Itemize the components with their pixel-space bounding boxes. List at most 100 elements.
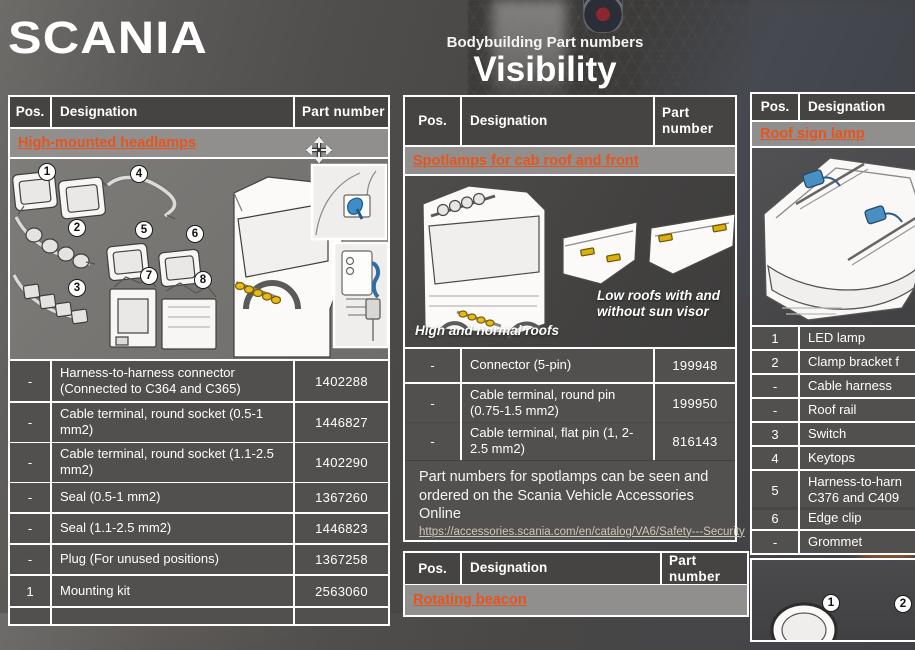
- table-row: - Cable harness: [752, 375, 915, 398]
- pos-cell: -: [10, 361, 50, 401]
- designation-line1: Harness-to-harn: [808, 474, 902, 489]
- part-number-cell: 816143: [655, 422, 735, 461]
- table-row: 1 LED lamp: [752, 327, 915, 350]
- table-header-row: Pos. Designation Part number: [405, 97, 735, 145]
- designation-cell: Cable terminal, round socket (0.5-1 mm2): [52, 403, 293, 442]
- rotating-beacon-table: Pos. Designation Part number Rotating be…: [403, 551, 749, 617]
- headlamps-table: Pos. Designation Part number High-mounte…: [8, 95, 390, 626]
- designation-cell: Switch: [800, 423, 915, 446]
- table-row: - Cable terminal, flat pin (1, 2-2.5 mm2…: [405, 422, 735, 461]
- designation-cell: LED lamp: [800, 327, 915, 350]
- pos-cell: 3: [752, 423, 798, 446]
- section-link-high-mounted-headlamps[interactable]: High-mounted headlamps: [18, 135, 197, 151]
- callout-7: 7: [140, 267, 158, 285]
- col-header-pos: Pos.: [405, 553, 460, 585]
- scania-griffin-badge: [583, 0, 623, 33]
- pos-cell: 6: [752, 507, 798, 530]
- pos-cell: -: [10, 483, 50, 512]
- truck-pillar-highlight: [492, 0, 566, 104]
- section-row: Roof sign lamp: [752, 122, 915, 146]
- pos-cell: -: [405, 384, 460, 423]
- table-row: 1 Mounting kit 2563060: [10, 576, 388, 606]
- part-number-cell: 1367258: [295, 545, 388, 574]
- callout-8: 8: [194, 271, 212, 289]
- callout-1: 1: [38, 163, 56, 181]
- accessories-note: Part numbers for spotlamps can be seen a…: [419, 469, 709, 523]
- col-header-part-number: Part number: [662, 553, 747, 585]
- section-link-spotlamps[interactable]: Spotlamps for cab roof and front: [413, 152, 639, 169]
- table-header-row: Pos. Designation: [752, 94, 915, 120]
- designation-cell: [52, 608, 293, 624]
- callout-4: 4: [130, 165, 148, 183]
- designation-cell: Seal (0.5-1 mm2): [52, 483, 293, 512]
- table-row: - Plug (For unused positions) 1367258: [10, 545, 388, 574]
- col-header-designation: Designation: [462, 553, 660, 585]
- table-row-clipped: [10, 608, 388, 624]
- pos-cell: -: [10, 443, 50, 482]
- pos-cell: -: [10, 545, 50, 574]
- section-link-rotating-beacon[interactable]: Rotating beacon: [413, 592, 527, 608]
- pos-cell: -: [752, 399, 798, 422]
- pos-cell: 5: [752, 471, 798, 510]
- table-row: - Seal (1.1-2.5 mm2) 1446823: [10, 514, 388, 543]
- section-row: Spotlamps for cab roof and front: [405, 147, 735, 174]
- designation-cell: Keytops: [800, 447, 915, 470]
- callout-2: 2: [68, 219, 86, 237]
- part-number-cell: [295, 608, 388, 624]
- col-header-part-number: Part number: [295, 97, 388, 127]
- accessories-link[interactable]: https://accessories.scania.com/en/catalo…: [419, 525, 745, 538]
- designation-cell: Cable terminal, flat pin (1, 2-2.5 mm2): [462, 422, 653, 461]
- designation-cell: Mounting kit: [52, 576, 293, 606]
- section-link-roof-sign-lamp[interactable]: Roof sign lamp: [760, 126, 865, 142]
- table-row: - Cable terminal, round pin (0.75-1.5 mm…: [405, 384, 735, 423]
- table-row: 6 Edge clip: [752, 507, 915, 530]
- table-row: 2 Clamp bracket f: [752, 351, 915, 374]
- designation-cell: Roof rail: [800, 399, 915, 422]
- table-row: - Cable terminal, round socket (1.1-2.5 …: [10, 443, 388, 482]
- designation-cell: Clamp bracket f: [800, 351, 915, 374]
- designation-cell: Cable harness: [800, 375, 915, 398]
- headlamps-line-art: [11, 163, 388, 358]
- section-row: Rotating beacon: [405, 585, 747, 615]
- part-number-cell: 1446823: [295, 514, 388, 543]
- table-row: 3 Switch: [752, 423, 915, 446]
- note-row: Part numbers for spotlamps can be seen a…: [405, 460, 745, 540]
- pos-cell: -: [10, 403, 50, 442]
- callout-3: 3: [68, 279, 86, 297]
- callout-5: 5: [135, 221, 153, 239]
- designation-cell: Seal (1.1-2.5 mm2): [52, 514, 293, 543]
- col-header-designation: Designation: [800, 94, 915, 120]
- pos-cell: -: [10, 514, 50, 543]
- table-row: 4 Keytops: [752, 447, 915, 470]
- spotlamps-line-art: [422, 185, 735, 339]
- part-number-cell: 2563060: [295, 576, 388, 606]
- col-header-pos: Pos.: [405, 97, 460, 145]
- table-row: - Roof rail: [752, 399, 915, 422]
- pos-cell: 2: [752, 351, 798, 374]
- callout-6: 6: [186, 225, 204, 243]
- designation-cell: Cable terminal, round socket (1.1-2.5 mm…: [52, 443, 293, 482]
- pos-cell: [10, 608, 50, 624]
- page-title: Visibility: [473, 50, 617, 89]
- pos-cell: -: [405, 349, 460, 382]
- designation-cell: Harness-to-harn C376 and C409: [800, 471, 915, 510]
- spotlamps-diagram: High and normal roofs Low roofs with and…: [405, 176, 735, 347]
- roof-sign-table: Pos. Designation Roof sign lamp: [750, 92, 915, 555]
- col-header-pos: Pos.: [10, 97, 50, 127]
- section-row: High-mounted headlamps: [10, 129, 388, 157]
- headlamps-diagram: 1 4 2 5 6 3 7 8: [10, 159, 388, 359]
- move-cursor-icon: [306, 137, 332, 163]
- caption-high-normal-roofs: High and normal roofs: [415, 323, 560, 339]
- designation-cell: Plug (For unused positions): [52, 545, 293, 574]
- table-row: - Harness-to-harness connector (Connecte…: [10, 361, 388, 401]
- callout-1: 1: [822, 594, 840, 612]
- table-row: - Cable terminal, round socket (0.5-1 mm…: [10, 403, 388, 442]
- designation-cell: Cable terminal, round pin (0.75-1.5 mm2): [462, 384, 653, 423]
- table-row: 5 Harness-to-harn C376 and C409: [752, 471, 915, 510]
- part-number-cell: 1446827: [295, 403, 388, 442]
- table-row: - Grommet: [752, 531, 915, 554]
- roof-sign-diagram: [752, 148, 915, 325]
- col-header-pos: Pos.: [752, 94, 798, 120]
- designation-cell: Harness-to-harness connector (Connected …: [52, 361, 293, 401]
